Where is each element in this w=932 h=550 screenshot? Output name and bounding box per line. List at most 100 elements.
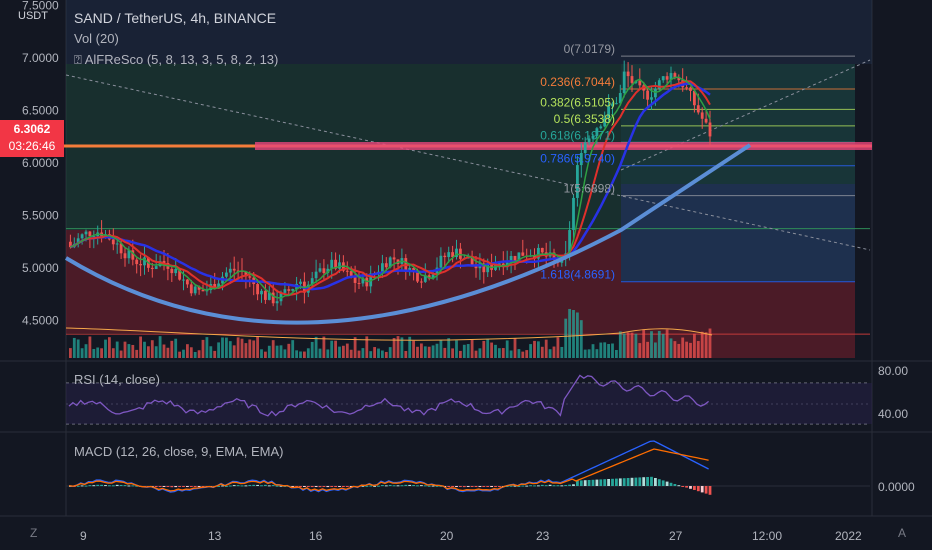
- candle-body: [291, 289, 295, 291]
- auto-scale-icon[interactable]: A: [898, 526, 906, 540]
- volume-bar: [696, 341, 700, 358]
- macd-hist-bar: [326, 486, 330, 488]
- volume-bar: [451, 348, 454, 358]
- macd-hist-bar: [88, 485, 92, 487]
- volume-bar: [665, 329, 669, 358]
- macd-hist-bar: [482, 486, 486, 487]
- candle-body: [186, 279, 189, 285]
- timezone-icon[interactable]: Z: [30, 526, 37, 540]
- fib-level-label: 1.618(4.8691): [540, 268, 615, 282]
- macd-hist-bar: [306, 486, 310, 487]
- volume-bar: [611, 343, 614, 358]
- red-zone: [66, 230, 621, 333]
- candle-body: [193, 286, 197, 294]
- symbol-title[interactable]: SAND / TetherUS, 4h, BINANCE: [74, 10, 277, 26]
- volume-bar: [143, 341, 146, 358]
- macd-hist-bar: [494, 486, 497, 487]
- volume-bar: [618, 331, 622, 358]
- candle-body: [228, 268, 232, 273]
- candle-body: [334, 259, 337, 269]
- volume-legend[interactable]: Vol (20): [74, 31, 119, 46]
- candle-body: [381, 263, 384, 272]
- volume-bar: [108, 337, 111, 358]
- macd-legend[interactable]: MACD (12, 26, close, 9, EMA, EMA): [74, 444, 284, 459]
- vol-ma-line: [65, 327, 713, 341]
- macd-hist-bar: [96, 484, 100, 486]
- volume-bar: [228, 341, 232, 358]
- macd-hist-bar: [677, 485, 681, 487]
- macd-hist-bar: [291, 486, 295, 487]
- candle-body: [299, 281, 302, 284]
- candle-body: [459, 248, 462, 259]
- time-tick: 16: [309, 529, 323, 543]
- macd-hist-bar: [689, 486, 692, 489]
- volume-bar: [533, 340, 536, 358]
- macd-hist-bar: [240, 485, 244, 487]
- macd-hist-bar: [509, 485, 513, 487]
- price-tick: 4.5000: [22, 314, 59, 328]
- macd-hist-bar: [544, 485, 548, 487]
- candle-body: [423, 275, 427, 282]
- candle-body: [696, 105, 700, 113]
- macd-hist-bar: [400, 485, 404, 487]
- candle-body: [111, 239, 115, 245]
- volume-bar: [104, 339, 107, 358]
- volume-bar: [349, 349, 353, 358]
- candle-body: [669, 73, 673, 80]
- time-tick: 2022: [835, 529, 862, 543]
- macd-hist-bar: [583, 480, 587, 486]
- candle-body: [256, 284, 259, 295]
- volume-bar: [505, 340, 509, 358]
- volume-bar: [213, 350, 217, 358]
- candle-body: [486, 263, 490, 273]
- volume-bar: [162, 344, 166, 358]
- candle-body: [513, 255, 517, 261]
- macd-hist-bar: [412, 485, 415, 487]
- volume-bar: [599, 342, 603, 358]
- candle-body: [314, 271, 318, 279]
- macd-hist-bar: [334, 486, 337, 487]
- candle-body: [119, 243, 123, 254]
- volume-bar: [650, 331, 653, 358]
- macd-hist-bar: [673, 484, 677, 486]
- macd-hist-bar: [423, 485, 427, 487]
- volume-bar: [119, 350, 123, 358]
- volume-bar: [330, 340, 334, 358]
- macd-hist-bar: [560, 485, 564, 487]
- macd-hist-bar: [111, 485, 115, 487]
- macd-hist-bar: [295, 486, 298, 487]
- rsi-legend[interactable]: RSI (14, close): [74, 372, 160, 387]
- indicator-legend[interactable]: ⍰ AlFReSco (5, 8, 13, 3, 5, 8, 2, 13): [74, 52, 279, 67]
- candle-body: [455, 248, 458, 258]
- volume-bar: [357, 350, 361, 358]
- volume-bar: [459, 350, 462, 358]
- macd-hist-bar: [166, 486, 170, 487]
- volume-bar: [412, 340, 415, 358]
- candle-body: [427, 275, 431, 279]
- volume-bar: [209, 346, 213, 358]
- volume-bar: [646, 341, 649, 358]
- candle-body: [587, 138, 591, 143]
- macd-hist-bar: [611, 478, 614, 486]
- fib-level-label: 0.5(6.3538): [554, 112, 615, 126]
- candle-body: [650, 97, 653, 100]
- time-tick: 12:00: [752, 529, 782, 543]
- volume-bar: [260, 349, 263, 358]
- time-axis[interactable]: 9 13 16 20 23 27 12:00 2022: [80, 529, 862, 543]
- volume-bar: [303, 351, 306, 358]
- macd-hist-bar: [396, 485, 400, 487]
- volume-bar: [498, 348, 501, 358]
- candle-body: [665, 76, 669, 80]
- candle-body: [267, 292, 271, 300]
- macd-hist-bar: [108, 485, 111, 487]
- macd-hist-bar: [170, 486, 174, 488]
- price-axis[interactable]: 7.5000 7.0000 6.5000 6.0000 5.5000 5.0000 4.50…: [22, 0, 59, 328]
- candle-body: [677, 77, 681, 81]
- macd-hist-bar: [271, 485, 275, 487]
- volume-bar: [642, 329, 646, 358]
- volume-bar: [622, 333, 626, 358]
- volume-bar: [189, 347, 193, 358]
- volume-bar: [283, 349, 287, 358]
- price-tick: 7.5000: [22, 0, 59, 13]
